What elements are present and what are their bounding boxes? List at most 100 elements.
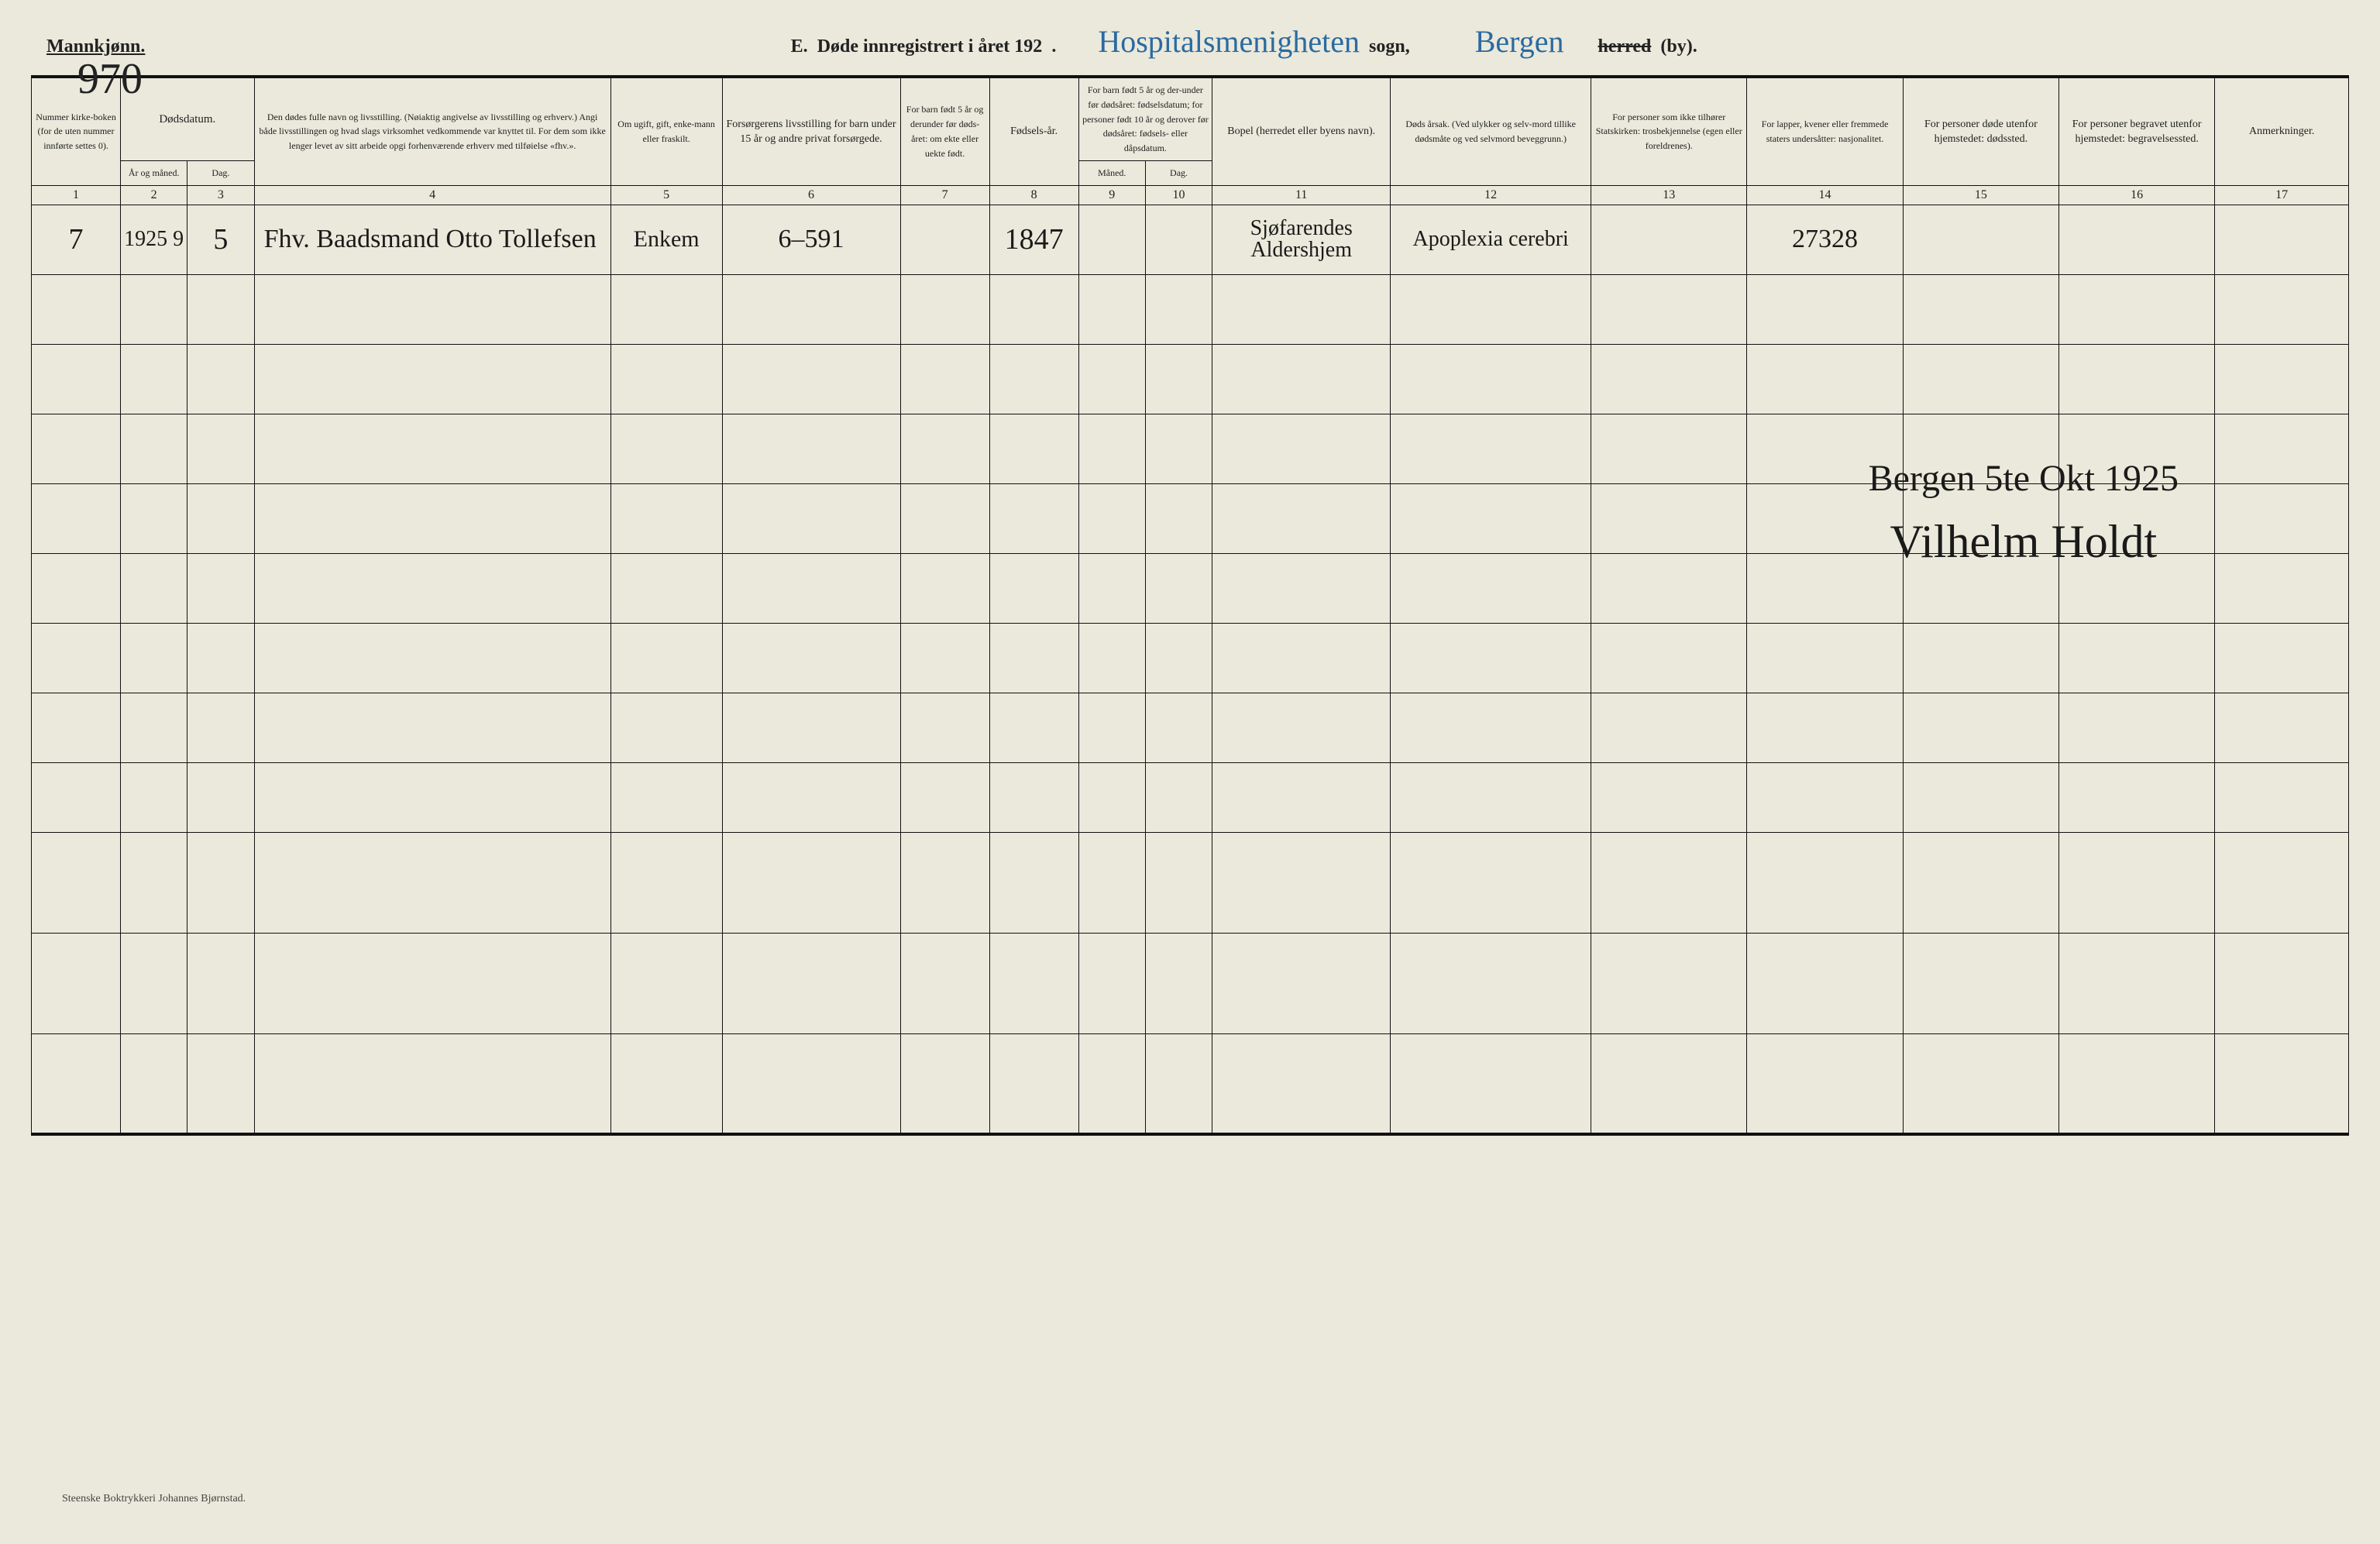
empty-cell <box>121 933 187 1033</box>
empty-cell <box>1747 274 1903 344</box>
cell-deathplace <box>1903 205 2058 274</box>
cell-nationality: 27328 <box>1747 205 1903 274</box>
empty-cell <box>900 553 989 623</box>
table-row <box>32 693 2349 762</box>
empty-cell <box>2059 344 2215 414</box>
empty-cell <box>610 693 722 762</box>
col-number: 7 <box>900 185 989 205</box>
empty-cell <box>1903 623 2058 693</box>
empty-cell <box>187 483 254 553</box>
col-12-header: Døds årsak. (Ved ulykker og selv-mord ti… <box>1391 77 1591 185</box>
empty-cell <box>1391 344 1591 414</box>
empty-cell <box>32 553 121 623</box>
col-number: 14 <box>1747 185 1903 205</box>
empty-cell <box>1145 274 1212 344</box>
cell-birthyear: 1847 <box>989 205 1078 274</box>
empty-cell <box>187 1033 254 1134</box>
col-number: 11 <box>1212 185 1391 205</box>
empty-cell <box>32 1033 121 1134</box>
empty-cell <box>2059 623 2215 693</box>
table-row: 7 1925 9 5 Fhv. Baadsmand Otto Tollefsen… <box>32 205 2349 274</box>
empty-cell <box>1212 414 1391 483</box>
empty-cell <box>254 623 610 693</box>
empty-cell <box>610 414 722 483</box>
empty-cell <box>989 483 1078 553</box>
empty-cell <box>722 274 900 344</box>
empty-cell <box>989 623 1078 693</box>
empty-cell <box>1145 1033 1212 1134</box>
empty-cell <box>900 414 989 483</box>
empty-cell <box>1212 344 1391 414</box>
empty-cell <box>610 483 722 553</box>
empty-cell <box>1145 623 1212 693</box>
table-row <box>32 623 2349 693</box>
empty-cell <box>32 832 121 933</box>
section-title: Døde innregistrert i året 192 <box>817 36 1043 57</box>
empty-cell <box>1747 933 1903 1033</box>
printer-credit: Steenske Boktrykkeri Johannes Bjørnstad. <box>62 1493 246 1505</box>
empty-cell <box>187 414 254 483</box>
cell-provider: 6–591 <box>722 205 900 274</box>
empty-cell <box>32 933 121 1033</box>
empty-cell <box>2215 344 2349 414</box>
empty-cell <box>1747 832 1903 933</box>
empty-cell <box>187 623 254 693</box>
col-number: 6 <box>722 185 900 205</box>
period: . <box>1051 36 1056 57</box>
empty-cell <box>254 483 610 553</box>
empty-cell <box>1078 762 1145 832</box>
cell-civil: Enkem <box>610 205 722 274</box>
empty-cell <box>2215 762 2349 832</box>
empty-cell <box>1078 933 1145 1033</box>
table-body: 7 1925 9 5 Fhv. Baadsmand Otto Tollefsen… <box>32 205 2349 1134</box>
empty-cell <box>989 274 1078 344</box>
cell-cause: Apoplexia cerebri <box>1391 205 1591 274</box>
empty-cell <box>121 414 187 483</box>
empty-cell <box>722 1033 900 1134</box>
empty-cell <box>2215 693 2349 762</box>
empty-cell <box>1212 1033 1391 1134</box>
empty-cell <box>1591 414 1747 483</box>
empty-cell <box>2215 1033 2349 1134</box>
empty-cell <box>121 832 187 933</box>
empty-cell <box>1747 1033 1903 1134</box>
empty-cell <box>2215 832 2349 933</box>
empty-cell <box>254 832 610 933</box>
col-9a-header: Måned. <box>1078 160 1145 185</box>
empty-cell <box>1212 483 1391 553</box>
cell-legit <box>900 205 989 274</box>
empty-cell <box>722 623 900 693</box>
empty-cell <box>1078 553 1145 623</box>
col-13-header: For personer som ikke tilhører Statskirk… <box>1591 77 1747 185</box>
empty-cell <box>121 483 187 553</box>
col-9-10-group: For barn født 5 år og der-under før døds… <box>1078 77 1212 160</box>
empty-cell <box>1591 693 1747 762</box>
empty-cell <box>32 483 121 553</box>
empty-cell <box>1145 832 1212 933</box>
col-number: 10 <box>1145 185 1212 205</box>
empty-cell <box>1903 693 2058 762</box>
empty-cell <box>1391 414 1591 483</box>
by-label: (by). <box>1660 36 1697 57</box>
col-16-header: For personer begravet utenfor hjemstedet… <box>2059 77 2215 185</box>
empty-cell <box>1903 762 2058 832</box>
empty-cell <box>1078 414 1145 483</box>
empty-cell <box>900 344 989 414</box>
empty-cell <box>32 623 121 693</box>
cell-remarks <box>2215 205 2349 274</box>
empty-cell <box>2215 553 2349 623</box>
empty-cell <box>1391 1033 1591 1134</box>
empty-cell <box>187 762 254 832</box>
cell-burialplace <box>2059 205 2215 274</box>
empty-cell <box>989 344 1078 414</box>
col-number: 1 <box>32 185 121 205</box>
empty-cell <box>1591 762 1747 832</box>
empty-cell <box>1078 274 1145 344</box>
empty-cell <box>1903 933 2058 1033</box>
empty-cell <box>2215 274 2349 344</box>
empty-cell <box>121 693 187 762</box>
empty-cell <box>1747 344 1903 414</box>
empty-cell <box>32 693 121 762</box>
empty-cell <box>1145 933 1212 1033</box>
empty-cell <box>900 762 989 832</box>
